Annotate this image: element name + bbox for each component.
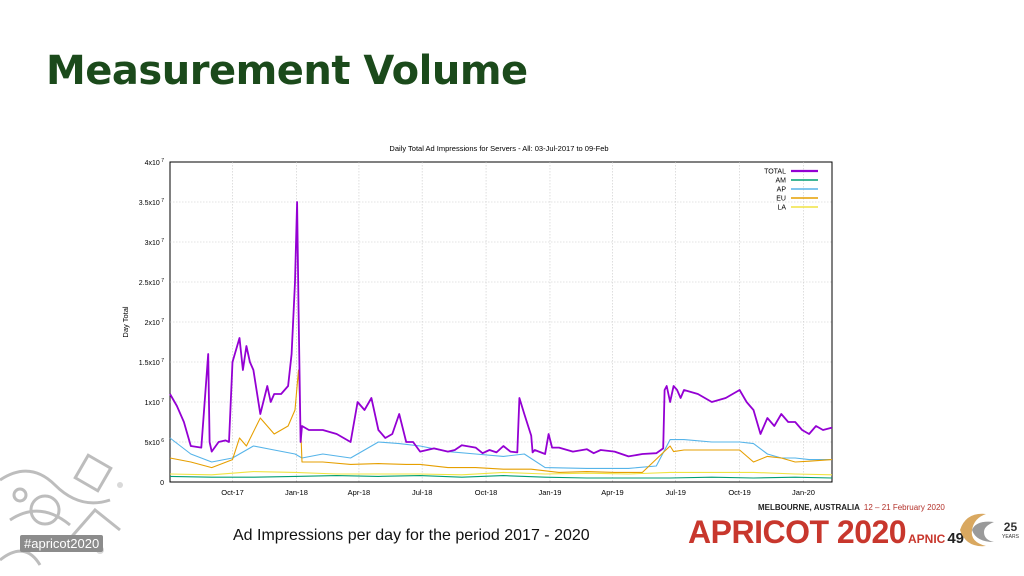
legend-label: LA	[777, 205, 786, 212]
series-layer	[169, 201, 833, 479]
legend-label: EU	[776, 196, 786, 203]
logo-name: APRICOT 2020	[688, 514, 907, 550]
apnic-swirl-icon	[960, 513, 994, 547]
y-tick-label-base: 3x10	[145, 240, 160, 247]
y-tick-label: 3x10 7	[145, 238, 165, 247]
y-axis-label: Day Total	[121, 306, 130, 337]
series-line-eu	[169, 369, 833, 473]
series-line-la	[169, 471, 833, 476]
y-tick-label: 0	[160, 480, 164, 487]
y-tick-label-exponent: 7	[160, 158, 164, 164]
y-tick-label: 2x10 7	[145, 318, 165, 327]
y-tick-label-base: 0	[160, 480, 164, 487]
x-tick-label: Jan-20	[792, 488, 815, 497]
x-tick-label: Jan-19	[539, 488, 562, 497]
chart-title: Daily Total Ad Impressions for Servers -…	[389, 144, 608, 153]
decorative-corner-pattern	[0, 453, 123, 566]
chart-container: 0 5x10 6 1x10 7 1.5x10 7 2x10 7 2.5x10 7 3x10 …	[114, 138, 838, 500]
logo-years-number: 25	[1003, 520, 1018, 534]
y-tick-label: 3.5x10 7	[139, 198, 164, 207]
y-tick-label-base: 4x10	[145, 160, 160, 167]
hashtag-label: #apricot2020	[20, 535, 104, 552]
logo-apnic-text: APNIC	[908, 532, 946, 546]
x-tick-label: Apr-19	[601, 488, 624, 497]
y-tick-label-exponent: 7	[160, 358, 164, 364]
y-tick-label: 1x10 7	[145, 398, 165, 407]
x-tick-label: Jul-18	[412, 488, 432, 497]
y-tick-label-exponent: 7	[160, 398, 164, 404]
legend-label: TOTAL	[764, 169, 786, 176]
x-tick-label: Jul-19	[665, 488, 685, 497]
grid	[170, 162, 832, 482]
series-line-ap	[169, 437, 832, 469]
legend-label: AM	[776, 178, 787, 185]
y-tick-label-base: 3.5x10	[139, 200, 160, 207]
y-tick-label-base: 1x10	[145, 400, 160, 407]
y-tick-label: 5x10 6	[145, 438, 165, 447]
logo-dates: 12 – 21 February 2020	[863, 503, 945, 512]
logo-years-label: YEARS	[1002, 534, 1019, 540]
chart-caption: Ad Impressions per day for the period 20…	[233, 527, 590, 544]
y-tick-label-base: 1.5x10	[139, 360, 160, 367]
y-tick-label: 1.5x10 7	[139, 358, 164, 367]
x-tick-label: Oct-19	[728, 488, 751, 497]
slide-title: Measurement Volume	[46, 48, 528, 94]
y-tick-label-exponent: 7	[160, 198, 164, 204]
y-tick-label-base: 5x10	[145, 440, 160, 447]
y-tick-label: 4x10 7	[145, 158, 165, 167]
x-tick-label: Jan-18	[285, 488, 308, 497]
x-tick-label: Apr-18	[348, 488, 371, 497]
legend-label: AP	[777, 187, 787, 194]
y-tick-label-base: 2.5x10	[139, 280, 160, 287]
x-tick-label: Oct-18	[475, 488, 498, 497]
y-tick-label-exponent: 7	[160, 318, 164, 324]
apricot-logo: MELBOURNE, AUSTRALIA 12 – 21 February 202…	[688, 500, 1024, 576]
logo-location: MELBOURNE, AUSTRALIA	[758, 503, 860, 512]
y-tick-label-base: 2x10	[145, 320, 160, 327]
logo-apnic: APNIC 49	[908, 530, 964, 547]
y-tick-label-exponent: 7	[160, 278, 164, 284]
logo-25-years: 25 YEARS	[1002, 520, 1019, 542]
logo-apnic-number: 49	[947, 530, 965, 547]
y-tick-label: 2.5x10 7	[139, 278, 164, 287]
series-line-total	[169, 201, 833, 458]
y-tick-label-exponent: 6	[160, 438, 164, 444]
legend: TOTAL AM AP EU LA	[764, 169, 818, 212]
x-tick-label: Oct-17	[221, 488, 244, 497]
logo-location-line: MELBOURNE, AUSTRALIA 12 – 21 February 202…	[758, 503, 945, 512]
y-tick-label-exponent: 7	[160, 238, 164, 244]
series-line-am	[169, 475, 833, 479]
